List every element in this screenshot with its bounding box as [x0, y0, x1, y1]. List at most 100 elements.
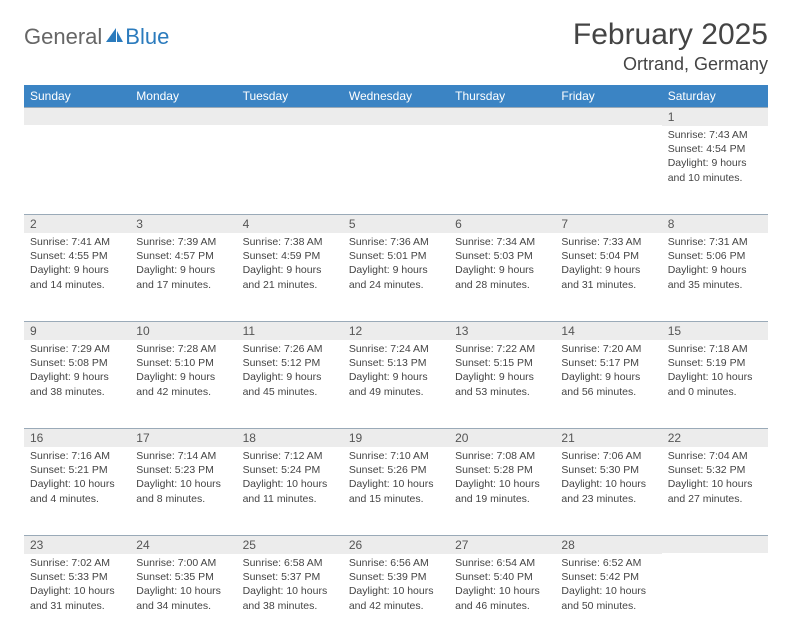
day-number-cell: 11	[237, 321, 343, 340]
day-content-cell: Sunrise: 7:20 AMSunset: 5:17 PMDaylight:…	[555, 340, 661, 428]
week-content-row: Sunrise: 7:16 AMSunset: 5:21 PMDaylight:…	[24, 447, 768, 535]
day-content: Sunrise: 7:33 AMSunset: 5:04 PMDaylight:…	[555, 233, 661, 298]
day-number-cell: 20	[449, 428, 555, 447]
day-number-cell: 27	[449, 535, 555, 554]
weekday-header: Monday	[130, 85, 236, 107]
logo-sail-icon	[104, 24, 124, 50]
day-number-cell: 28	[555, 535, 661, 554]
day-number-cell	[343, 107, 449, 126]
week-daynum-row: 16171819202122	[24, 428, 768, 447]
day-number-cell: 4	[237, 214, 343, 233]
day-number-cell	[237, 107, 343, 126]
day-content: Sunrise: 7:04 AMSunset: 5:32 PMDaylight:…	[662, 447, 768, 512]
day-content-cell: Sunrise: 7:14 AMSunset: 5:23 PMDaylight:…	[130, 447, 236, 535]
day-number: 23	[24, 535, 130, 554]
logo-text-general: General	[24, 24, 102, 50]
day-number: 6	[449, 214, 555, 233]
month-title: February 2025	[573, 18, 768, 52]
day-number-cell: 2	[24, 214, 130, 233]
day-content: Sunrise: 6:54 AMSunset: 5:40 PMDaylight:…	[449, 554, 555, 619]
day-content: Sunrise: 7:43 AMSunset: 4:54 PMDaylight:…	[662, 126, 768, 191]
day-number: 2	[24, 214, 130, 233]
calendar-table: SundayMondayTuesdayWednesdayThursdayFrid…	[24, 85, 768, 642]
day-number: 9	[24, 321, 130, 340]
day-content-cell: Sunrise: 6:58 AMSunset: 5:37 PMDaylight:…	[237, 554, 343, 642]
day-content-cell: Sunrise: 6:54 AMSunset: 5:40 PMDaylight:…	[449, 554, 555, 642]
day-number: 4	[237, 214, 343, 233]
day-content: Sunrise: 6:58 AMSunset: 5:37 PMDaylight:…	[237, 554, 343, 619]
day-content: Sunrise: 7:41 AMSunset: 4:55 PMDaylight:…	[24, 233, 130, 298]
weekday-header: Wednesday	[343, 85, 449, 107]
day-content: Sunrise: 7:08 AMSunset: 5:28 PMDaylight:…	[449, 447, 555, 512]
empty-day-number	[449, 107, 555, 125]
day-number: 21	[555, 428, 661, 447]
weekday-header: Sunday	[24, 85, 130, 107]
day-content: Sunrise: 7:24 AMSunset: 5:13 PMDaylight:…	[343, 340, 449, 405]
day-number: 24	[130, 535, 236, 554]
day-number: 22	[662, 428, 768, 447]
day-content: Sunrise: 7:39 AMSunset: 4:57 PMDaylight:…	[130, 233, 236, 298]
empty-day-number	[555, 107, 661, 125]
day-content-cell	[237, 126, 343, 214]
day-content: Sunrise: 7:16 AMSunset: 5:21 PMDaylight:…	[24, 447, 130, 512]
day-number-cell: 14	[555, 321, 661, 340]
day-number-cell: 12	[343, 321, 449, 340]
day-content: Sunrise: 7:02 AMSunset: 5:33 PMDaylight:…	[24, 554, 130, 619]
day-number: 8	[662, 214, 768, 233]
title-block: February 2025 Ortrand, Germany	[573, 18, 768, 75]
weekday-header: Thursday	[449, 85, 555, 107]
day-content: Sunrise: 7:14 AMSunset: 5:23 PMDaylight:…	[130, 447, 236, 512]
day-number-cell: 19	[343, 428, 449, 447]
day-number-cell: 13	[449, 321, 555, 340]
day-number-cell: 23	[24, 535, 130, 554]
day-number: 10	[130, 321, 236, 340]
week-daynum-row: 1	[24, 107, 768, 126]
day-number: 3	[130, 214, 236, 233]
day-number: 19	[343, 428, 449, 447]
empty-day-number	[237, 107, 343, 125]
day-content: Sunrise: 7:06 AMSunset: 5:30 PMDaylight:…	[555, 447, 661, 512]
day-number-cell	[662, 535, 768, 554]
day-content-cell	[449, 126, 555, 214]
day-content: Sunrise: 7:34 AMSunset: 5:03 PMDaylight:…	[449, 233, 555, 298]
day-number-cell: 17	[130, 428, 236, 447]
day-content-cell: Sunrise: 7:28 AMSunset: 5:10 PMDaylight:…	[130, 340, 236, 428]
day-number: 26	[343, 535, 449, 554]
day-content: Sunrise: 7:28 AMSunset: 5:10 PMDaylight:…	[130, 340, 236, 405]
page-header: GeneralBlue February 2025 Ortrand, Germa…	[24, 18, 768, 75]
weekday-header: Friday	[555, 85, 661, 107]
day-number: 13	[449, 321, 555, 340]
day-number: 11	[237, 321, 343, 340]
day-content-cell	[662, 554, 768, 642]
day-content: Sunrise: 6:56 AMSunset: 5:39 PMDaylight:…	[343, 554, 449, 619]
day-content: Sunrise: 7:00 AMSunset: 5:35 PMDaylight:…	[130, 554, 236, 619]
location: Ortrand, Germany	[573, 54, 768, 75]
day-content-cell: Sunrise: 7:18 AMSunset: 5:19 PMDaylight:…	[662, 340, 768, 428]
weekday-row: SundayMondayTuesdayWednesdayThursdayFrid…	[24, 85, 768, 107]
day-number-cell: 8	[662, 214, 768, 233]
day-content-cell: Sunrise: 7:41 AMSunset: 4:55 PMDaylight:…	[24, 233, 130, 321]
logo: GeneralBlue	[24, 18, 169, 50]
day-number-cell: 15	[662, 321, 768, 340]
week-daynum-row: 2345678	[24, 214, 768, 233]
day-content: Sunrise: 7:31 AMSunset: 5:06 PMDaylight:…	[662, 233, 768, 298]
day-number: 18	[237, 428, 343, 447]
day-number-cell	[130, 107, 236, 126]
week-content-row: Sunrise: 7:29 AMSunset: 5:08 PMDaylight:…	[24, 340, 768, 428]
day-number-cell: 1	[662, 107, 768, 126]
day-content-cell	[130, 126, 236, 214]
day-content-cell: Sunrise: 7:06 AMSunset: 5:30 PMDaylight:…	[555, 447, 661, 535]
weekday-header: Saturday	[662, 85, 768, 107]
day-number: 5	[343, 214, 449, 233]
day-content-cell	[555, 126, 661, 214]
day-content: Sunrise: 7:22 AMSunset: 5:15 PMDaylight:…	[449, 340, 555, 405]
day-content-cell: Sunrise: 7:38 AMSunset: 4:59 PMDaylight:…	[237, 233, 343, 321]
week-daynum-row: 232425262728	[24, 535, 768, 554]
day-number-cell	[555, 107, 661, 126]
week-content-row: Sunrise: 7:41 AMSunset: 4:55 PMDaylight:…	[24, 233, 768, 321]
day-content-cell: Sunrise: 7:22 AMSunset: 5:15 PMDaylight:…	[449, 340, 555, 428]
day-number-cell	[24, 107, 130, 126]
day-content: Sunrise: 7:26 AMSunset: 5:12 PMDaylight:…	[237, 340, 343, 405]
day-number-cell: 16	[24, 428, 130, 447]
day-content: Sunrise: 7:29 AMSunset: 5:08 PMDaylight:…	[24, 340, 130, 405]
